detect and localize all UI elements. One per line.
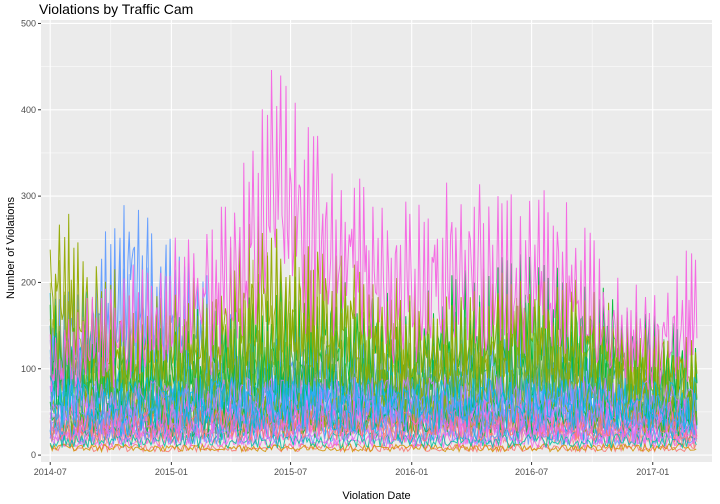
chart-title: Violations by Traffic Cam bbox=[39, 1, 193, 17]
y-tick-label: 200 bbox=[21, 277, 36, 287]
x-axis-ticks: 2014-07 2015-01 2015-07 2016-01 2016-07 2017-… bbox=[34, 462, 669, 477]
x-tick-label: 2016-01 bbox=[395, 467, 428, 477]
y-tick-label: 400 bbox=[21, 105, 36, 115]
series-line bbox=[49, 376, 697, 432]
y-tick-label: 300 bbox=[21, 191, 36, 201]
series-line bbox=[49, 442, 697, 454]
series-line bbox=[49, 410, 697, 444]
series-line bbox=[49, 213, 698, 402]
y-axis-label: Number of Violations bbox=[5, 197, 17, 299]
y-tick-label: 500 bbox=[21, 18, 36, 28]
x-tick-label: 2015-07 bbox=[274, 467, 307, 477]
y-axis-ticks: 0 100 200 300 400 500 bbox=[21, 18, 41, 460]
series-line bbox=[49, 431, 697, 450]
y-tick-label: 100 bbox=[21, 364, 36, 374]
x-tick-label: 2014-07 bbox=[34, 467, 67, 477]
x-axis-label: Violation Date bbox=[342, 490, 410, 502]
plot-area bbox=[49, 69, 698, 454]
series-line bbox=[49, 69, 698, 396]
y-tick-label: 0 bbox=[31, 450, 36, 460]
x-tick-label: 2016-07 bbox=[515, 467, 548, 477]
series-line bbox=[49, 251, 698, 411]
x-tick-label: 2017-01 bbox=[636, 467, 669, 477]
x-tick-label: 2015-01 bbox=[155, 467, 188, 477]
